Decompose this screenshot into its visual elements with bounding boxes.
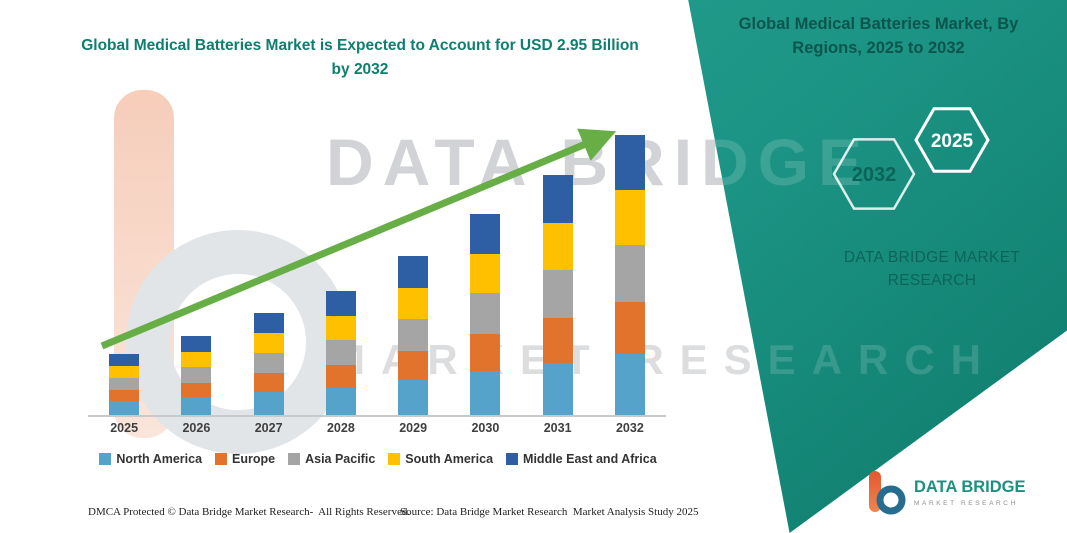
logo-text: DATA BRIDGE MARKET RESEARCH xyxy=(914,479,1026,507)
legend-label: South America xyxy=(405,452,494,466)
bar-stack-2031 xyxy=(542,175,573,415)
bar-segment-middle-east-and-africa xyxy=(109,354,140,366)
bar-2028 xyxy=(305,125,377,415)
bar-segment-north-america xyxy=(614,354,645,415)
legend-item-asia-pacific: Asia Pacific xyxy=(288,452,375,466)
x-axis-labels: 2025 2026 2027 2028 2029 2030 2031 2032 xyxy=(88,421,666,435)
bar-2025 xyxy=(88,125,160,415)
x-tick-label-2026: 2026 xyxy=(182,421,211,435)
bar-segment-europe xyxy=(109,390,140,401)
bar-segment-south-america xyxy=(109,366,140,378)
legend-item-middle-east-and-africa: Middle East and Africa xyxy=(506,452,657,466)
bar-segment-europe xyxy=(181,383,212,397)
bar-segment-europe xyxy=(542,318,573,363)
bar-segment-south-america xyxy=(542,223,573,270)
legend-swatch xyxy=(288,453,301,465)
bar-2031 xyxy=(522,125,594,415)
hexagon-2032-label: 2032 xyxy=(852,164,897,186)
legend-swatch xyxy=(99,453,112,465)
bar-segment-north-america xyxy=(542,363,573,415)
hexagon-badges: 2032 2025 xyxy=(832,107,990,210)
bar-segment-south-america xyxy=(253,333,284,353)
x-tick-label-2025: 2025 xyxy=(110,421,139,435)
bar-segment-middle-east-and-africa xyxy=(470,214,501,254)
x-tick-label-2027: 2027 xyxy=(254,421,283,435)
x-tick-label-2028: 2028 xyxy=(326,421,355,435)
bar-segment-middle-east-and-africa xyxy=(325,291,356,316)
company-logo: DATA BRIDGE MARKET RESEARCH xyxy=(866,470,1026,516)
legend-swatch xyxy=(388,453,401,465)
logo-name: DATA BRIDGE xyxy=(914,478,1026,497)
hexagon-2025-label: 2025 xyxy=(931,131,974,152)
bar-stack-2027 xyxy=(253,313,284,415)
bar-stack-2032 xyxy=(614,135,645,415)
legend-swatch xyxy=(215,453,228,465)
bar-segment-asia-pacific xyxy=(398,319,429,351)
bar-segment-north-america xyxy=(470,371,501,415)
bar-segment-south-america xyxy=(325,316,356,340)
bar-2030 xyxy=(449,125,521,415)
chart-legend: North America Europe Asia Pacific South Ame… xyxy=(63,452,693,466)
bar-segment-north-america xyxy=(253,392,284,415)
x-tick-label-2030: 2030 xyxy=(471,421,500,435)
chart-title: Global Medical Batteries Market is Expec… xyxy=(81,37,639,79)
logo-b-bowl xyxy=(876,485,906,515)
bar-2032 xyxy=(594,125,666,415)
bar-segment-middle-east-and-africa xyxy=(181,336,212,352)
bar-segment-asia-pacific xyxy=(614,245,645,302)
banner-title: Global Medical Batteries Market, By Regi… xyxy=(738,15,1019,57)
footer-source: Source: Data Bridge Market Research Mark… xyxy=(400,506,699,518)
legend-label: Europe xyxy=(232,452,276,466)
bar-segment-north-america xyxy=(109,401,140,415)
bar-2026 xyxy=(160,125,232,415)
bar-segment-europe xyxy=(614,302,645,354)
bar-stack-2026 xyxy=(181,336,212,415)
legend-item-europe: Europe xyxy=(215,452,275,466)
x-tick-label-2032: 2032 xyxy=(615,421,644,435)
bar-segment-north-america xyxy=(181,397,212,415)
legend-label: Middle East and Africa xyxy=(523,452,657,466)
bar-stack-2029 xyxy=(398,256,429,415)
bar-segment-middle-east-and-africa xyxy=(253,313,284,333)
bar-segment-middle-east-and-africa xyxy=(398,256,429,288)
bar-stack-2030 xyxy=(470,214,501,415)
bar-segment-europe xyxy=(470,334,501,371)
hexagon-2025 xyxy=(914,107,990,173)
legend-label: North America xyxy=(116,452,203,466)
bar-segment-europe xyxy=(398,351,429,380)
bar-segment-asia-pacific xyxy=(109,378,140,390)
bar-segment-south-america xyxy=(470,254,501,293)
stacked-bar-chart xyxy=(88,125,666,417)
bar-segment-asia-pacific xyxy=(470,293,501,334)
bar-stack-2025 xyxy=(109,354,140,415)
bar-stack-2028 xyxy=(325,291,356,415)
bar-segment-europe xyxy=(325,365,356,388)
x-tick-label-2029: 2029 xyxy=(399,421,428,435)
banner-brand-text: DATA BRIDGE MARKET RESEARCH xyxy=(843,249,1021,290)
bar-2027 xyxy=(233,125,305,415)
bar-segment-south-america xyxy=(614,190,645,245)
bar-segment-europe xyxy=(253,373,284,392)
bar-segment-asia-pacific xyxy=(181,367,212,383)
legend-item-south-america: South America xyxy=(388,452,493,466)
company-logo-icon xyxy=(869,471,906,515)
legend-item-north-america: North America xyxy=(99,452,202,466)
footer-dmca: DMCA Protected © Data Bridge Market Rese… xyxy=(88,506,411,518)
legend-swatch xyxy=(506,453,519,465)
logo-tagline: MARKET RESEARCH xyxy=(914,499,1018,507)
hexagon-2032 xyxy=(832,138,916,210)
bar-segment-asia-pacific xyxy=(542,270,573,318)
bar-2029 xyxy=(377,125,449,415)
bar-segment-south-america xyxy=(181,352,212,367)
bar-segment-north-america xyxy=(325,388,356,415)
bar-segment-north-america xyxy=(398,380,429,415)
bar-segment-middle-east-and-africa xyxy=(614,135,645,190)
bar-segment-south-america xyxy=(398,288,429,319)
bar-segment-asia-pacific xyxy=(253,353,284,373)
bar-segment-asia-pacific xyxy=(325,340,356,365)
bar-segment-middle-east-and-africa xyxy=(542,175,573,223)
x-tick-label-2031: 2031 xyxy=(543,421,572,435)
legend-label: Asia Pacific xyxy=(305,452,376,466)
